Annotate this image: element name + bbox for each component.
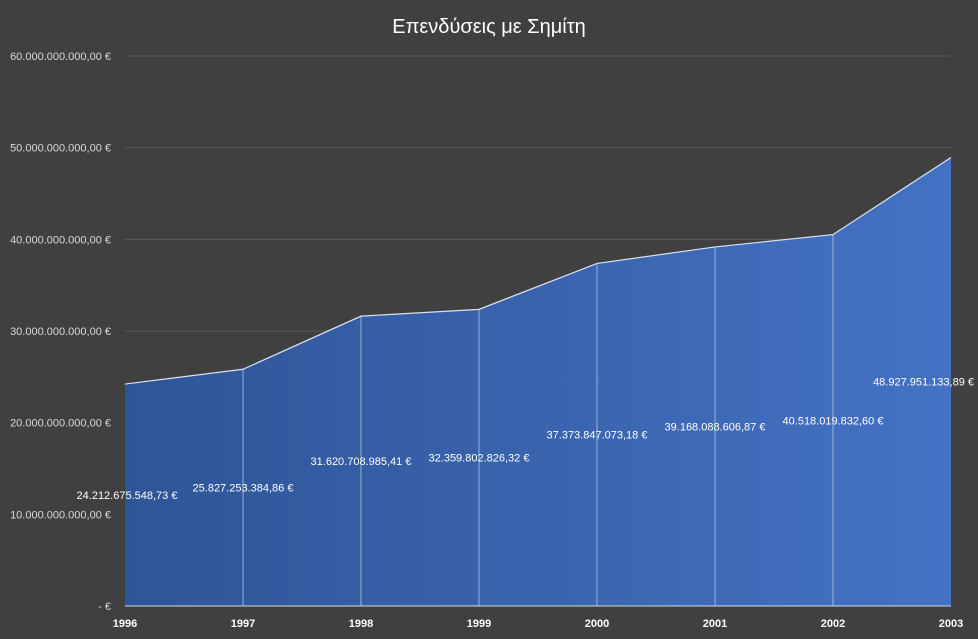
x-tick-label: 1999 [467, 618, 491, 630]
data-label: 25.827.253.384,86 € [193, 483, 294, 495]
data-label: 31.620.708.985,41 € [311, 456, 412, 468]
x-tick-label: 2003 [939, 618, 963, 630]
data-label: 24.212.675.548,73 € [77, 490, 178, 502]
x-tick-label: 2000 [585, 618, 609, 630]
y-axis-ticks: - € 10.000.000.000,00 € 20.000.000.000,00 … [10, 51, 111, 613]
data-labels: 24.212.675.548,73 € 25.827.253.384,86 € 31… [77, 377, 974, 502]
data-label: 39.168.088.606,87 € [665, 421, 766, 433]
x-tick-label: 2001 [703, 618, 727, 630]
area-series [124, 156, 952, 607]
x-tick-label: 2002 [821, 618, 845, 630]
data-label: 48.927.951.133,89 € [873, 377, 974, 389]
data-label: 40.518.019.832,60 € [783, 415, 884, 427]
y-tick-label: 20.000.000.000,00 € [10, 418, 111, 430]
y-tick-label: 30.000.000.000,00 € [10, 326, 111, 338]
y-tick-label: 40.000.000.000,00 € [10, 234, 111, 246]
area-fill [125, 157, 951, 606]
y-tick-label: 10.000.000.000,00 € [10, 509, 111, 521]
x-axis-ticks: 1996 1997 1998 1999 2000 2001 2002 2003 [113, 618, 963, 630]
data-label: 32.359.802.826,32 € [429, 453, 530, 465]
y-tick-label: - € [98, 601, 111, 613]
y-tick-label: 50.000.000.000,00 € [10, 143, 111, 155]
x-tick-label: 1997 [231, 618, 255, 630]
y-tick-label: 60.000.000.000,00 € [10, 51, 111, 63]
data-label: 37.373.847.073,18 € [547, 430, 648, 442]
series-line [124, 156, 952, 385]
x-tick-label: 1996 [113, 618, 137, 630]
chart-title: Επενδύσεις με Σημίτη [392, 16, 586, 38]
x-tick-label: 1998 [349, 618, 373, 630]
